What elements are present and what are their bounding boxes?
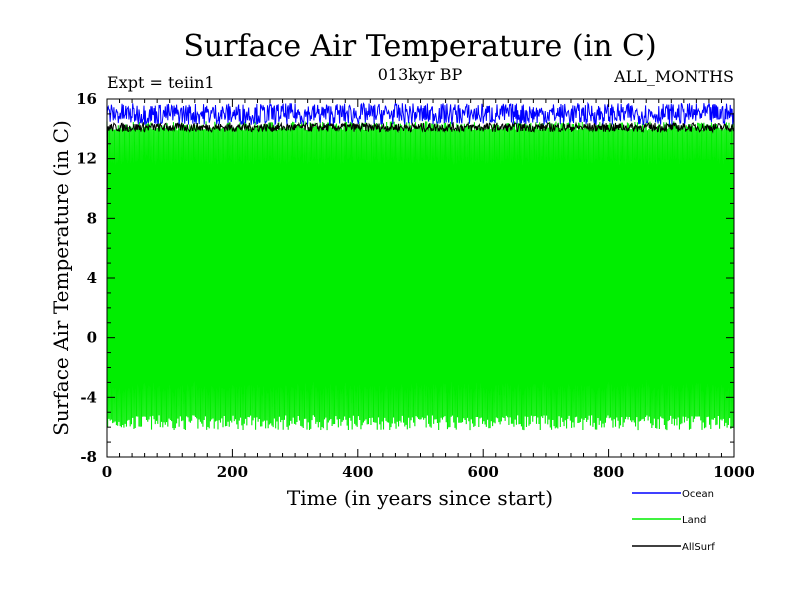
experiment-label: Expt = teiin1 (107, 73, 215, 92)
x-tick-label: 0 (102, 463, 112, 481)
x-tick-label: 1000 (713, 463, 755, 481)
chart-subtitle: 013kyr BP (378, 65, 463, 84)
y-tick-label: 0 (87, 329, 97, 347)
y-axis-label: Surface Air Temperature (in C) (49, 120, 73, 436)
axis-layer: 0 200 400 600 800 1000 -8 -4 0 4 8 12 16 (76, 90, 755, 481)
x-axis-label: Time (in years since start) (287, 486, 553, 510)
x-tick-label: 600 (468, 463, 499, 481)
y-tick-label: 8 (87, 209, 97, 227)
x-tick-label: 400 (342, 463, 373, 481)
series-line-land (106, 121, 735, 431)
y-tick-label: 16 (76, 90, 97, 108)
y-tick-label: 4 (87, 269, 97, 287)
x-tick-label: 200 (217, 463, 248, 481)
legend-label-allsurf: AllSurf (682, 542, 715, 553)
legend: Ocean Land AllSurf (632, 489, 715, 553)
legend-label-land: Land (682, 515, 706, 526)
y-tick-label: -4 (80, 388, 97, 406)
months-label: ALL_MONTHS (613, 67, 734, 86)
chart-title: Surface Air Temperature (in C) (183, 29, 656, 64)
y-tick-label: -8 (80, 448, 97, 466)
x-tick-label: 800 (593, 463, 624, 481)
y-tick-label: 12 (76, 150, 97, 168)
legend-label-ocean: Ocean (682, 489, 714, 500)
series-line-ocean (106, 101, 735, 127)
series-line-allsurf (106, 121, 735, 214)
series-layer (106, 101, 735, 431)
